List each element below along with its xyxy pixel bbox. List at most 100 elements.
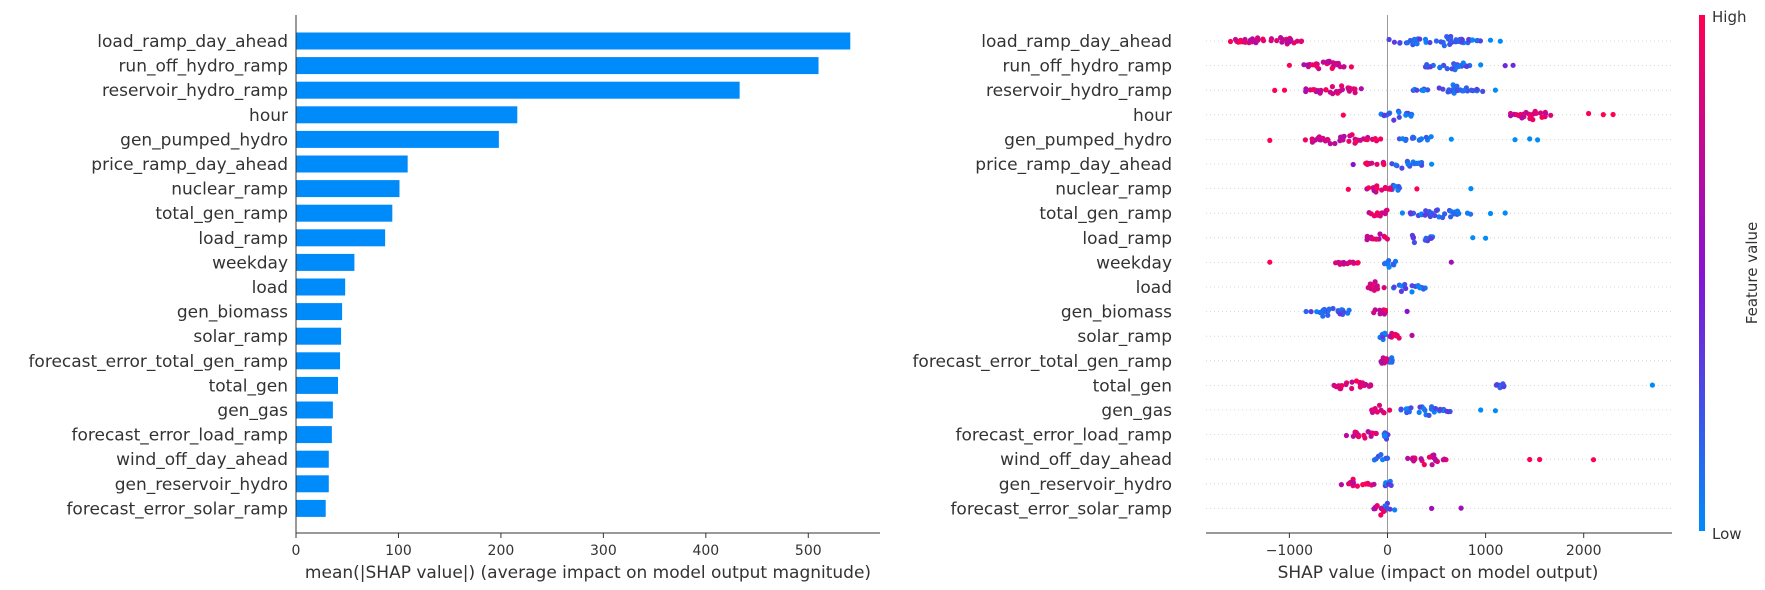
beeswarm-point-hour-38 — [1548, 112, 1554, 118]
beeswarm-point-load_ramp_day_ahead-42 — [1414, 41, 1420, 47]
beeswarm-point-gen_gas-8 — [1408, 405, 1414, 411]
beeswarm-point-hour-35 — [1519, 115, 1525, 121]
beeswarm-point-load-15 — [1409, 283, 1415, 289]
beeswarm-point-price_ramp_day_ahead-13 — [1411, 161, 1417, 167]
colorbar: High Low Feature value — [1699, 8, 1761, 543]
beeswarm-point-nuclear_ramp-22 — [1345, 186, 1351, 192]
beeswarm-point-forecast_error_load_ramp-14 — [1362, 435, 1368, 441]
bar-label-forecast_error_total_gen_ramp: forecast_error_total_gen_ramp — [28, 352, 288, 372]
beeswarm-point-gen_pumped_hydro-11 — [1400, 136, 1406, 142]
beeswarm-point-load_ramp_day_ahead-85 — [1255, 37, 1261, 43]
beeswarm-point-run_off_hydro_ramp-50 — [1286, 62, 1292, 68]
beeswarm-label-total_gen_ramp: total_gen_ramp — [1039, 204, 1172, 224]
beeswarm-point-forecast_error_total_gen_ramp-15 — [1384, 356, 1390, 362]
bar-label-wind_off_day_ahead: wind_off_day_ahead — [116, 450, 288, 470]
beeswarm-point-load_ramp-26 — [1470, 235, 1476, 241]
beeswarm-point-reservoir_hydro_ramp-59 — [1346, 88, 1352, 94]
bar-forecast_error_load_ramp — [296, 426, 332, 444]
beeswarm-point-load_ramp_day_ahead-81 — [1288, 37, 1294, 43]
beeswarm-point-gen_biomass-24 — [1346, 307, 1352, 313]
beeswarm-point-gen_biomass-33 — [1382, 307, 1389, 313]
beeswarm-point-total_gen_ramp-26 — [1407, 210, 1413, 216]
beeswarm-point-weekday-24 — [1267, 259, 1273, 265]
beeswarm-point-forecast_error_solar_ramp-7 — [1384, 505, 1390, 511]
beeswarm-point-reservoir_hydro_ramp-56 — [1315, 88, 1321, 94]
beeswarm-point-run_off_hydro_ramp-48 — [1309, 62, 1316, 68]
beeswarm-point-gen_reservoir_hydro-22 — [1350, 480, 1356, 486]
beeswarm-point-nuclear_ramp-20 — [1387, 185, 1393, 191]
beeswarm-point-reservoir_hydro_ramp-38 — [1329, 84, 1335, 90]
beeswarm-point-wind_off_day_ahead-21 — [1405, 455, 1411, 461]
beeswarm-point-reservoir_hydro_ramp-55 — [1323, 87, 1329, 93]
beeswarm-point-solar_ramp-16 — [1409, 332, 1415, 338]
beeswarm-label-forecast_error_total_gen_ramp: forecast_error_total_gen_ramp — [912, 352, 1172, 372]
beeswarm-point-run_off_hydro_ramp-22 — [1464, 63, 1470, 69]
beeswarm-point-reservoir_hydro_ramp-10 — [1480, 88, 1486, 94]
beeswarm-point-nuclear_ramp-5 — [1396, 183, 1402, 190]
colorbar-gradient — [1699, 15, 1705, 531]
beeswarm-point-run_off_hydro_ramp-14 — [1449, 66, 1455, 72]
beeswarm-point-wind_off_day_ahead-24 — [1431, 452, 1437, 458]
beeswarm-point-gen_pumped_hydro-20 — [1378, 136, 1384, 142]
beeswarm-point-run_off_hydro_ramp-23 — [1460, 60, 1466, 66]
beeswarm-point-forecast_error_solar_ramp-15 — [1371, 506, 1377, 512]
beeswarm-point-run_off_hydro_ramp-40 — [1329, 65, 1335, 71]
beeswarm-point-wind_off_day_ahead-13 — [1418, 456, 1424, 462]
beeswarm-point-load_ramp_day_ahead-74 — [1247, 37, 1253, 43]
beeswarm-point-total_gen_ramp-40 — [1377, 213, 1383, 219]
beeswarm-point-load_ramp_day_ahead-89 — [1487, 37, 1494, 43]
beeswarm-point-forecast_error_solar_ramp-9 — [1378, 512, 1384, 518]
beeswarm-point-price_ramp_day_ahead-25 — [1364, 161, 1370, 167]
beeswarm-point-hour-37 — [1539, 114, 1545, 120]
bar-label-gen_reservoir_hydro: gen_reservoir_hydro — [115, 475, 288, 495]
beeswarm-point-gen_pumped_hydro-13 — [1423, 134, 1429, 140]
beeswarm-point-gen_gas-24 — [1421, 406, 1427, 412]
beeswarm-point-load-3 — [1409, 289, 1415, 295]
beeswarm-label-gen_gas: gen_gas — [1101, 401, 1172, 421]
beeswarm-point-total_gen-5 — [1494, 382, 1500, 388]
beeswarm-point-gen_gas-20 — [1429, 404, 1435, 410]
beeswarm-point-hour-12 — [1408, 113, 1414, 119]
beeswarm-point-gen_pumped_hydro-34 — [1353, 139, 1359, 145]
beeswarm-point-load_ramp_day_ahead-77 — [1242, 39, 1248, 45]
beeswarm-point-total_gen_ramp-31 — [1448, 214, 1454, 220]
beeswarm-point-gen_reservoir_hydro-21 — [1360, 482, 1366, 488]
beeswarm-point-load_ramp_day_ahead-87 — [1237, 38, 1243, 44]
beeswarm-point-load_ramp-21 — [1364, 237, 1370, 243]
bar-label-price_ramp_day_ahead: price_ramp_day_ahead — [91, 155, 288, 175]
beeswarm-point-wind_off_day_ahead-29 — [1537, 456, 1543, 463]
beeswarm-point-reservoir_hydro_ramp-64 — [1492, 87, 1498, 93]
beeswarm-point-price_ramp_day_ahead-9 — [1399, 165, 1405, 171]
beeswarm-point-gen_biomass-15 — [1308, 309, 1314, 315]
beeswarm-point-gen_gas-23 — [1426, 412, 1432, 418]
beeswarm-label-price_ramp_day_ahead: price_ramp_day_ahead — [975, 155, 1172, 175]
beeswarm-point-weekday-23 — [1347, 259, 1353, 265]
bar-load — [296, 278, 346, 296]
beeswarm-point-total_gen-27 — [1353, 378, 1360, 384]
bar-total_gen — [296, 376, 339, 394]
beeswarm-point-gen_biomass-16 — [1321, 307, 1327, 313]
beeswarm-point-forecast_error_solar_ramp-17 — [1458, 505, 1464, 511]
beeswarm-point-load_ramp-25 — [1373, 236, 1379, 242]
beeswarm-point-gen_pumped_hydro-14 — [1410, 134, 1416, 140]
beeswarm-point-gen_reservoir_hydro-14 — [1338, 482, 1344, 488]
colorbar-low-label: Low — [1712, 525, 1742, 543]
beeswarm-label-gen_pumped_hydro: gen_pumped_hydro — [1004, 130, 1172, 150]
beeswarm-point-reservoir_hydro_ramp-48 — [1339, 87, 1345, 93]
beeswarm-point-wind_off_day_ahead-7 — [1380, 457, 1386, 463]
beeswarm-point-run_off_hydro_ramp-47 — [1341, 64, 1347, 70]
beeswarm-label-gen_reservoir_hydro: gen_reservoir_hydro — [999, 475, 1172, 495]
beeswarm-point-load_ramp_day_ahead-72 — [1294, 38, 1300, 44]
bar-total_gen_ramp — [296, 204, 393, 222]
beeswarm-point-load_ramp_day_ahead-29 — [1417, 36, 1423, 42]
beeswarm-point-price_ramp_day_ahead-11 — [1405, 161, 1411, 167]
beeswarm-point-load_ramp_day_ahead-26 — [1422, 36, 1429, 42]
beeswarm-point-reservoir_hydro_ramp-61 — [1352, 86, 1358, 92]
beeswarm-point-forecast_error_load_ramp-23 — [1370, 430, 1376, 436]
beeswarm-point-run_off_hydro_ramp-49 — [1314, 63, 1320, 69]
beeswarm-point-hour-18 — [1538, 110, 1544, 116]
beeswarm-point-forecast_error_load_ramp-17 — [1356, 434, 1362, 440]
beeswarm-point-price_ramp_day_ahead-18 — [1374, 161, 1380, 167]
beeswarm-point-total_gen_ramp-32 — [1433, 207, 1439, 214]
